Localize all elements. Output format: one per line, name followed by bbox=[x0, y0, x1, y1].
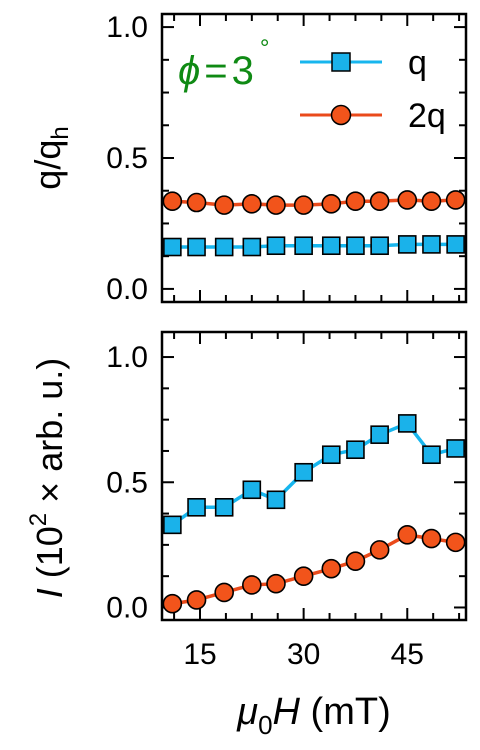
degree-symbol: ° bbox=[260, 35, 270, 62]
top-series-markers bbox=[162, 190, 466, 257]
intensity-symbol: I bbox=[29, 588, 70, 598]
x-axis-label-var: H bbox=[273, 691, 301, 733]
y-tick-label: 1.0 bbox=[106, 11, 148, 44]
data-point-2q bbox=[345, 191, 366, 211]
x-axis-label: μ0H (mT) bbox=[236, 691, 390, 740]
data-point-q bbox=[163, 237, 182, 257]
data-point-q bbox=[346, 236, 365, 256]
x-axis-label-sub: 0 bbox=[258, 710, 272, 740]
data-point-2q bbox=[321, 558, 342, 579]
bottom-y-axis-label-text: (10 bbox=[29, 526, 70, 588]
data-point-q bbox=[163, 515, 182, 535]
data-point-2q bbox=[293, 195, 314, 215]
data-point-2q bbox=[421, 191, 442, 211]
data-point-q bbox=[370, 425, 389, 444]
data-point-q bbox=[446, 235, 465, 254]
data-point-2q bbox=[397, 190, 418, 210]
data-point-2q bbox=[321, 194, 342, 214]
mu-symbol: μ bbox=[236, 691, 258, 733]
y-tick-label: 0.5 bbox=[106, 466, 148, 499]
x-tick-labels: 15 30 45 bbox=[183, 638, 424, 671]
y-tick-label: 1.0 bbox=[106, 341, 148, 374]
x-tick-label: 15 bbox=[183, 638, 216, 671]
data-point-q bbox=[214, 498, 234, 517]
data-point-q bbox=[321, 445, 341, 465]
data-point-q bbox=[242, 480, 262, 500]
data-point-q bbox=[422, 235, 441, 254]
data-point-q bbox=[266, 490, 286, 510]
y-tick-label: 0.0 bbox=[106, 273, 148, 306]
bottom-series-lines bbox=[171, 421, 457, 606]
bottom-y-axis-label-rest: × arb. u.) bbox=[29, 358, 70, 513]
data-point-q bbox=[397, 235, 417, 254]
data-point-q bbox=[294, 236, 313, 256]
data-point-2q bbox=[214, 582, 234, 603]
legend-label-2q: 2q bbox=[408, 97, 446, 135]
data-point-2q bbox=[293, 566, 314, 586]
data-point-2q bbox=[345, 551, 366, 571]
x-axis-label-unit: (mT) bbox=[300, 691, 391, 733]
bottom-panel-ticks bbox=[162, 332, 466, 620]
bottom-series-markers bbox=[162, 414, 466, 614]
phi-symbol: ϕ bbox=[178, 49, 200, 93]
data-point-q bbox=[321, 236, 341, 256]
top-y-tick-labels: 0.0 0.5 1.0 bbox=[106, 11, 148, 306]
data-point-2q bbox=[242, 194, 262, 214]
legend-label-q: q bbox=[408, 44, 427, 82]
data-point-2q bbox=[445, 190, 466, 210]
data-point-q bbox=[370, 236, 389, 256]
data-point-2q bbox=[162, 191, 183, 211]
data-point-q bbox=[266, 236, 286, 256]
bottom-y-axis-label-exponent: 2 bbox=[25, 513, 52, 526]
data-point-q bbox=[214, 237, 234, 257]
top-y-axis-label-sub: h bbox=[47, 126, 74, 139]
legend-marker-2q bbox=[330, 104, 352, 126]
y-tick-label: 0.0 bbox=[106, 591, 148, 624]
legend: q 2q bbox=[300, 44, 446, 135]
angle-annotation: ϕ = 3° bbox=[178, 35, 269, 93]
data-point-2q bbox=[369, 191, 390, 211]
top-panel-ticks bbox=[162, 14, 466, 302]
data-point-2q bbox=[445, 532, 466, 553]
bottom-y-tick-labels: 0.0 0.5 1.0 bbox=[106, 341, 148, 624]
angle-value: 3 bbox=[232, 49, 254, 93]
x-tick-label: 30 bbox=[287, 638, 320, 671]
data-point-2q bbox=[214, 195, 234, 215]
data-point-2q bbox=[266, 573, 286, 594]
data-point-q bbox=[187, 237, 206, 257]
data-point-q bbox=[242, 237, 262, 257]
data-point-q bbox=[397, 414, 417, 433]
legend-marker-q bbox=[331, 52, 351, 72]
data-point-2q bbox=[242, 575, 262, 595]
bottom-panel-frame bbox=[160, 330, 468, 622]
data-point-2q bbox=[186, 590, 207, 610]
data-point-q bbox=[422, 445, 441, 465]
data-point-2q bbox=[369, 540, 390, 560]
data-point-2q bbox=[397, 525, 418, 545]
top-y-axis-label-main: q/q bbox=[27, 140, 68, 190]
x-tick-label: 45 bbox=[391, 638, 424, 671]
y-tick-label: 0.5 bbox=[106, 142, 148, 175]
data-point-q bbox=[346, 440, 365, 460]
data-point-q bbox=[187, 498, 206, 517]
data-point-2q bbox=[186, 192, 207, 213]
data-point-q bbox=[294, 462, 313, 482]
top-y-axis-label: q/qh bbox=[27, 126, 74, 189]
bottom-y-axis-label: I (102 × arb. u.) bbox=[25, 358, 70, 599]
data-point-2q bbox=[421, 528, 442, 549]
equals-sign: = bbox=[204, 49, 227, 93]
series-line-q bbox=[171, 421, 457, 527]
data-point-2q bbox=[266, 195, 286, 215]
data-point-q bbox=[446, 439, 465, 458]
data-point-2q bbox=[162, 593, 183, 614]
